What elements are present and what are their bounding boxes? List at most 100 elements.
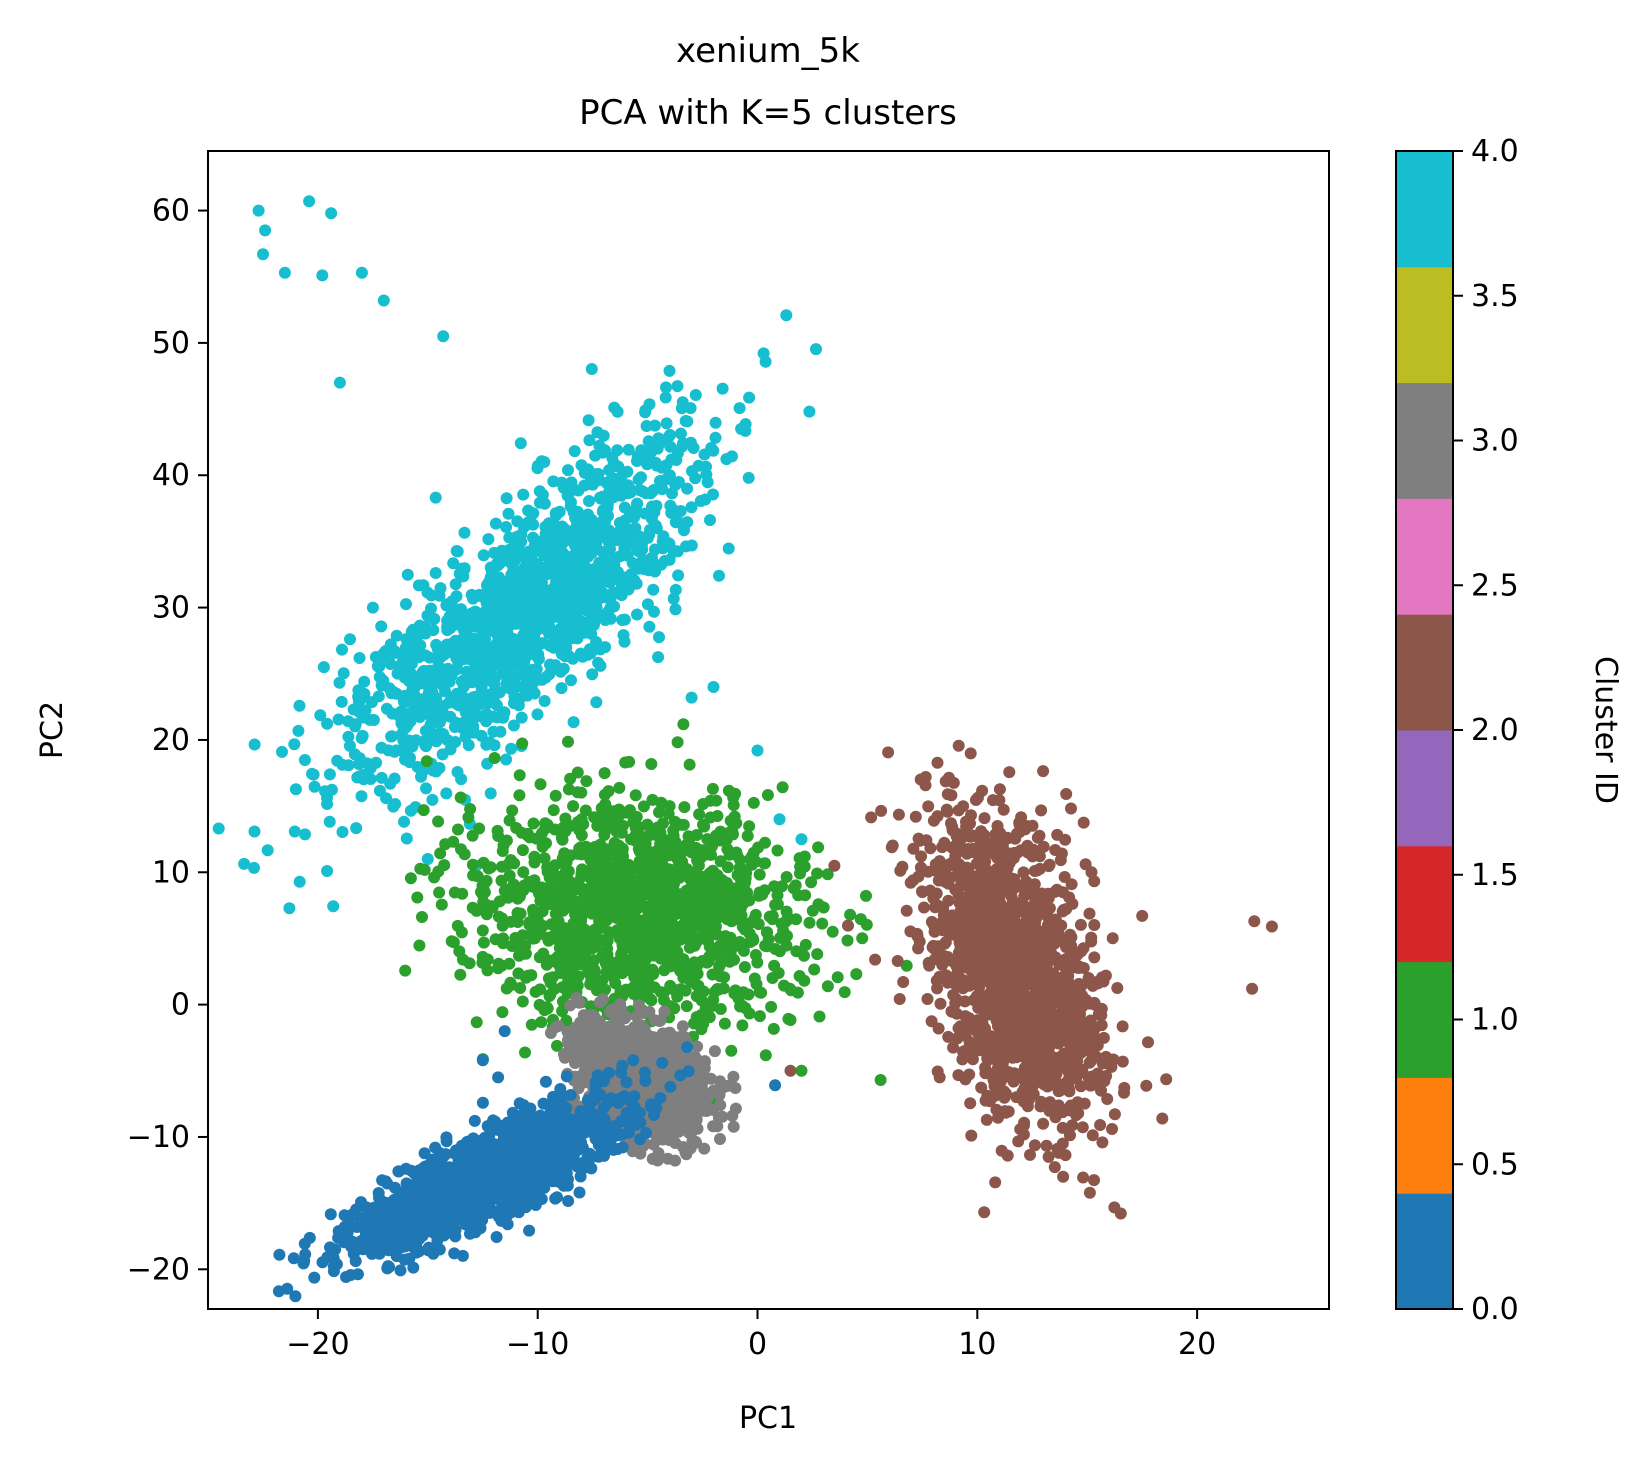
- data-point: [686, 873, 699, 886]
- data-point: [292, 724, 305, 737]
- data-point: [618, 635, 631, 648]
- data-point: [736, 920, 749, 933]
- data-point: [532, 920, 545, 933]
- data-point: [598, 788, 611, 801]
- data-point: [314, 709, 327, 722]
- data-point: [854, 913, 867, 926]
- data-point: [965, 809, 977, 822]
- data-point: [737, 883, 750, 896]
- data-point: [1043, 902, 1056, 915]
- data-point: [794, 860, 807, 873]
- data-point: [542, 620, 555, 633]
- data-point: [1035, 1095, 1048, 1108]
- data-point: [543, 639, 556, 652]
- data-point: [415, 770, 427, 783]
- data-point: [434, 847, 447, 860]
- data-point: [455, 619, 468, 632]
- data-point: [398, 815, 410, 828]
- data-point: [515, 711, 528, 724]
- data-point: [677, 818, 690, 831]
- data-point: [958, 872, 971, 885]
- data-point: [963, 1012, 976, 1025]
- data-point: [545, 918, 558, 931]
- data-point: [583, 434, 596, 447]
- data-point: [450, 545, 463, 557]
- data-point: [503, 957, 516, 970]
- data-point: [596, 505, 609, 518]
- data-point: [674, 847, 687, 860]
- data-point: [493, 629, 506, 641]
- data-point: [416, 911, 428, 923]
- data-point: [355, 266, 368, 279]
- data-point: [683, 913, 696, 926]
- data-point: [515, 660, 528, 673]
- data-point: [737, 897, 750, 910]
- data-point: [532, 673, 545, 686]
- data-point: [333, 376, 346, 389]
- data-point: [384, 777, 397, 790]
- data-point: [447, 557, 460, 570]
- data-point: [694, 852, 707, 865]
- data-point: [477, 936, 490, 949]
- data-point: [1013, 818, 1026, 831]
- data-point: [587, 579, 600, 592]
- data-point: [551, 630, 564, 642]
- data-point: [860, 889, 872, 902]
- data-point: [672, 961, 685, 974]
- data-point: [813, 1010, 826, 1023]
- data-point: [538, 456, 551, 468]
- data-point: [709, 431, 722, 444]
- data-point: [308, 780, 321, 793]
- data-point: [949, 849, 962, 862]
- data-point: [641, 598, 654, 611]
- data-point: [1106, 932, 1119, 945]
- data-point: [567, 716, 580, 729]
- data-point: [662, 888, 675, 901]
- data-point: [565, 674, 577, 687]
- data-point: [939, 950, 952, 963]
- data-point: [1001, 930, 1013, 943]
- data-point: [557, 604, 570, 617]
- data-point: [630, 577, 643, 590]
- data-point: [1019, 907, 1032, 920]
- data-point: [1038, 1078, 1050, 1091]
- data-point: [1007, 1017, 1020, 1030]
- data-point: [441, 598, 454, 611]
- data-point: [513, 789, 526, 802]
- data-point: [429, 491, 442, 504]
- data-point: [1078, 1097, 1091, 1110]
- data-point: [1059, 973, 1072, 986]
- data-point: [663, 364, 676, 377]
- data-point: [739, 872, 752, 885]
- data-point: [620, 903, 633, 915]
- data-point: [655, 461, 668, 474]
- data-point: [865, 811, 878, 824]
- data-point: [838, 986, 851, 999]
- data-point: [542, 538, 555, 551]
- data-point: [777, 924, 790, 937]
- data-point: [599, 817, 612, 830]
- data-point: [1033, 862, 1046, 875]
- data-point: [424, 718, 437, 731]
- data-point: [500, 492, 513, 505]
- data-point: [352, 758, 365, 770]
- data-point: [716, 947, 728, 960]
- data-point: [375, 620, 388, 633]
- data-point: [352, 684, 365, 697]
- data-point: [702, 891, 715, 904]
- data-point: [1037, 765, 1050, 778]
- data-point: [751, 956, 764, 969]
- data-point: [449, 736, 462, 748]
- data-point: [933, 970, 946, 983]
- data-point: [973, 886, 986, 899]
- data-point: [980, 1113, 993, 1126]
- data-point: [1049, 844, 1062, 856]
- data-point: [572, 484, 585, 497]
- data-point: [575, 786, 588, 799]
- data-point: [508, 644, 521, 657]
- data-point: [492, 957, 505, 970]
- data-point: [992, 1046, 1005, 1059]
- data-point: [288, 825, 301, 838]
- data-point: [572, 625, 585, 637]
- data-point: [293, 875, 306, 888]
